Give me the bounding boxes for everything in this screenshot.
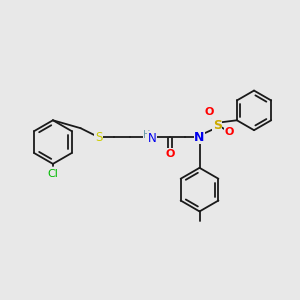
Text: O: O [205,107,214,117]
Text: O: O [165,149,175,159]
Text: S: S [213,119,222,132]
Text: N: N [148,132,156,145]
Text: S: S [95,130,102,144]
Text: O: O [225,127,234,137]
Text: N: N [194,130,205,144]
Text: H: H [143,130,151,140]
Text: Cl: Cl [47,169,58,179]
